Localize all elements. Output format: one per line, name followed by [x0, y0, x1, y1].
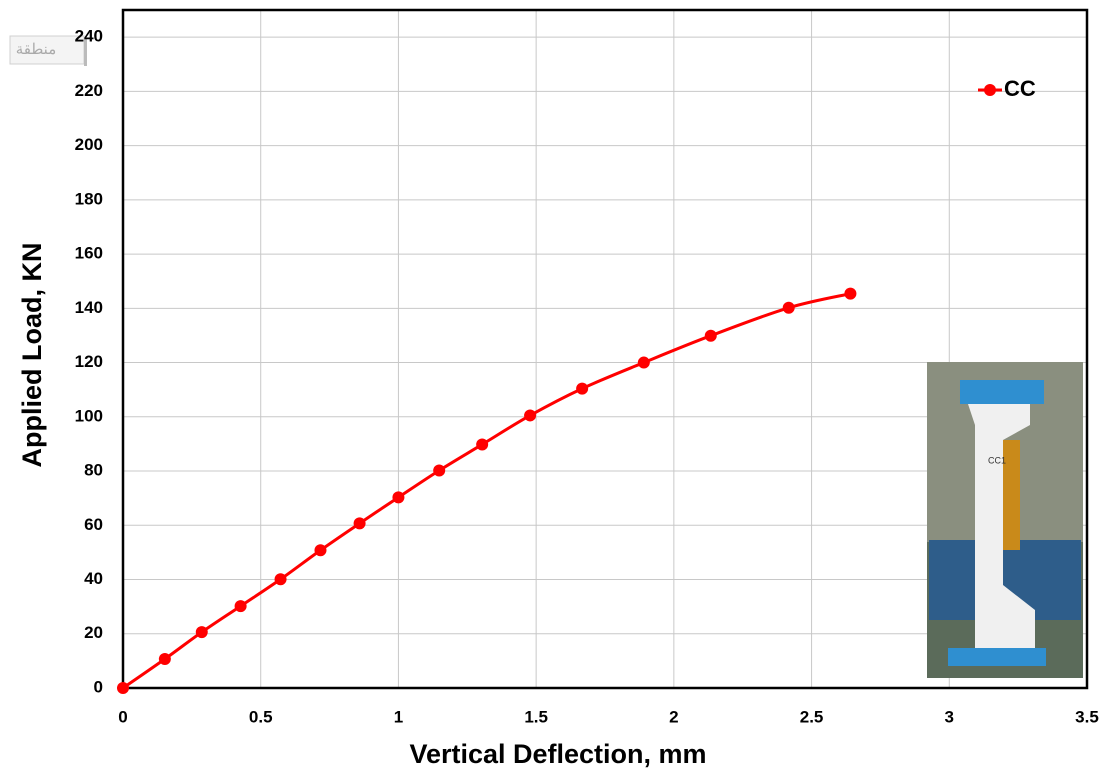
y-tick-label: 80 [84, 461, 103, 480]
data-point [524, 409, 537, 422]
x-tick-label: 2 [669, 707, 678, 726]
data-point [353, 517, 366, 530]
y-tick-label: 220 [75, 81, 103, 100]
y-tick-label: 60 [84, 515, 103, 534]
x-tick-label: 0.5 [249, 707, 273, 726]
data-point [314, 544, 327, 557]
data-point [234, 600, 247, 613]
x-tick-label: 1.5 [524, 707, 548, 726]
overlay-tag: منطقة [9, 35, 87, 66]
y-tick-label: 0 [94, 677, 103, 696]
data-point [782, 301, 795, 314]
data-point [274, 573, 287, 586]
plot-frame [121, 8, 1089, 690]
data-point [476, 438, 489, 451]
x-tick-label: 3 [945, 707, 954, 726]
data-point [637, 356, 650, 369]
series-line [122, 292, 851, 690]
y-tick-label: 180 [75, 189, 103, 208]
y-tick-label: 140 [75, 298, 103, 317]
y-axis-title: Applied Load, KN [17, 243, 47, 468]
y-tick-label: 160 [75, 244, 103, 263]
x-axis-title: Vertical Deflection, mm [409, 739, 706, 769]
tag-label: منطقة [16, 41, 57, 58]
data-point [195, 626, 208, 639]
x-tick-label: 0 [118, 707, 127, 726]
data-point [392, 491, 405, 504]
photo-inset: CC1 [927, 362, 1083, 678]
photo-jack [1000, 440, 1020, 550]
x-tick-label: 1 [394, 707, 403, 726]
y-tick-label: 40 [84, 569, 103, 588]
legend-marker [984, 84, 996, 96]
tag-box [9, 35, 85, 65]
photo-label: CC1 [988, 455, 1006, 465]
photo-top-plate [960, 380, 1044, 404]
y-tick-label: 240 [75, 27, 103, 46]
y-tick-label: 120 [75, 352, 103, 371]
data-point [844, 287, 857, 300]
legend-label: CC [1004, 76, 1036, 101]
y-tick-label: 20 [84, 623, 103, 642]
photo-column [968, 404, 1035, 648]
x-tick-label: 3.5 [1075, 707, 1099, 726]
photo-base [948, 648, 1046, 666]
data-point [433, 464, 446, 477]
data-point [158, 652, 171, 665]
data-point [704, 329, 717, 342]
data-layer [117, 287, 857, 694]
data-point [576, 382, 589, 395]
y-tick-label: 200 [75, 135, 103, 154]
tag-shadow [84, 38, 87, 66]
y-tick-label: 100 [75, 406, 103, 425]
data-point [117, 682, 129, 694]
x-tick-label: 2.5 [800, 707, 824, 726]
